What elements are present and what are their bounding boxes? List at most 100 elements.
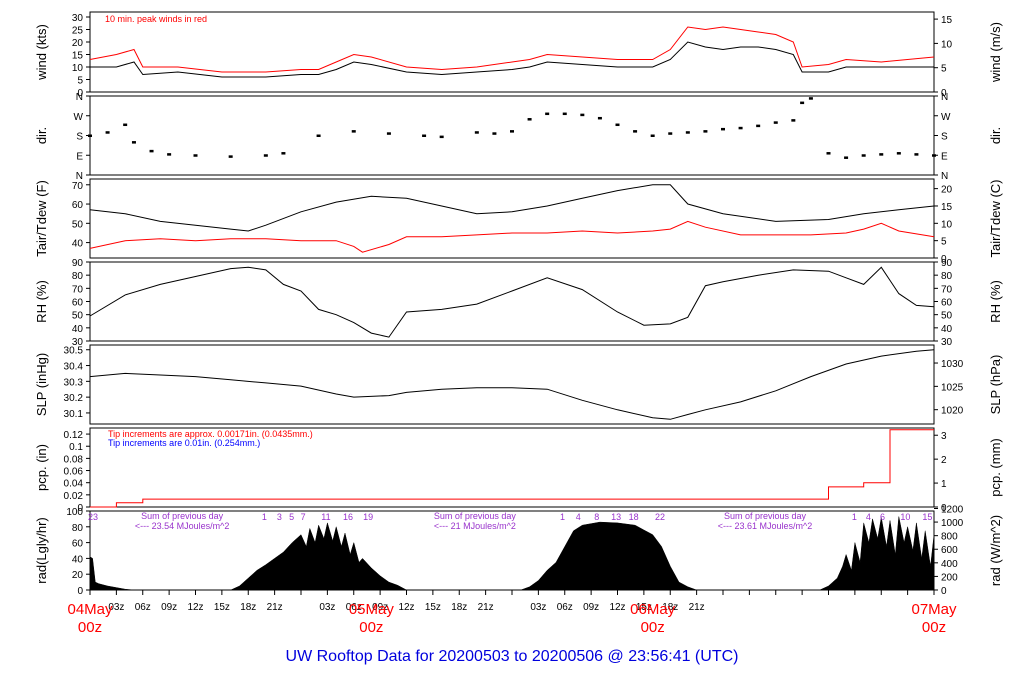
- xtick-label: 03z: [530, 602, 546, 613]
- date-hour-label: 00z: [78, 619, 102, 636]
- direction-point: [510, 130, 514, 133]
- panel-note: Tip increments are approx. 0.00171in. (0…: [108, 429, 313, 439]
- direction-point: [861, 154, 866, 157]
- date-hour-label: 00z: [359, 619, 383, 636]
- ytick-label: 80: [72, 523, 84, 534]
- ytick-label: 30: [72, 13, 84, 24]
- xtick-label: 03z: [319, 602, 335, 613]
- hour-label: 22: [655, 512, 665, 522]
- ytick-label-right: 0: [941, 88, 947, 99]
- hour-label: 3: [277, 512, 282, 522]
- ytick-label: 60: [72, 539, 84, 550]
- direction-point: [545, 112, 550, 116]
- ytick-label: 25: [72, 26, 84, 37]
- ytick-label-right: N: [941, 171, 948, 182]
- ytick-label: 90: [72, 258, 84, 269]
- ytick-label-right: 600: [941, 545, 958, 556]
- direction-point: [474, 131, 479, 134]
- ytick-label: 0.1: [69, 442, 83, 453]
- xtick-label: 09z: [583, 602, 599, 613]
- ytick-label: 0.06: [64, 467, 84, 478]
- slp-series-line: [89, 349, 935, 420]
- direction-point: [386, 132, 391, 135]
- ytick-label: 50: [72, 219, 84, 230]
- ytick-label-right: N: [941, 92, 948, 103]
- hour-label: 7: [301, 512, 306, 522]
- radiation-sum-title: Sum of previous day: [434, 511, 517, 521]
- panel-note: Tip increments are 0.01in. (0.254mm.): [108, 438, 260, 448]
- ytick-label-right: 2: [941, 455, 947, 466]
- ytick-label: N: [76, 171, 83, 182]
- direction-point: [580, 113, 585, 117]
- direction-point: [738, 126, 743, 130]
- y-axis-label-right: SLP (hPa): [988, 355, 1003, 415]
- direction-point: [228, 155, 233, 158]
- date-label: 05May: [349, 601, 395, 618]
- radiation-sum-value: <--- 23.54 MJoules/m^2: [135, 521, 230, 531]
- wind-series-line: [89, 26, 935, 73]
- direction-point: [492, 132, 497, 135]
- direction-point: [527, 118, 532, 121]
- ytick-label-right: W: [941, 112, 951, 123]
- hour-label: 4: [866, 512, 871, 522]
- ytick-label: 0.02: [64, 491, 84, 502]
- date-label: 04May: [67, 601, 113, 618]
- direction-frame: [89, 95, 935, 176]
- hour-label: 1: [852, 512, 857, 522]
- hour-label: 15: [922, 512, 932, 522]
- ytick-label: 40: [72, 324, 84, 335]
- direction-point: [105, 131, 110, 134]
- temperature-frame: [89, 178, 935, 259]
- tair-series-line: [89, 184, 935, 232]
- radiation-sum-value: <--- 21 MJoules/m^2: [434, 521, 516, 531]
- date-hour-label: 00z: [922, 619, 946, 636]
- ytick-label: 50: [72, 311, 84, 322]
- ytick-label-right: 800: [941, 532, 958, 543]
- ytick-label: 70: [72, 181, 84, 192]
- precipitation-frame: [89, 427, 935, 508]
- ytick-label: 40: [72, 239, 84, 250]
- ytick-label-right: 200: [941, 572, 958, 583]
- ytick-label-right: S: [941, 132, 948, 143]
- radiation-panel: 020406080100020040060080010001200rad(Lgl…: [34, 504, 1003, 597]
- ytick-label: 40: [72, 554, 84, 565]
- y-axis-label-right: Tair/Tdew (C): [988, 179, 1003, 257]
- ytick-label: 30.1: [64, 409, 84, 420]
- direction-point: [826, 152, 831, 155]
- y-axis-label-right: RH (%): [988, 280, 1003, 323]
- hour-label: 11: [321, 512, 330, 522]
- y-axis-label-right: rad (W/m^2): [988, 515, 1003, 586]
- y-axis-label: RH (%): [34, 280, 49, 323]
- y-axis-label: rad(Lgly/hr): [34, 517, 49, 583]
- ytick-label: 30.3: [64, 377, 84, 388]
- direction-point: [123, 123, 128, 127]
- direction-point: [633, 130, 638, 133]
- ytick-label: 80: [72, 271, 84, 282]
- ytick-label: 30: [72, 337, 84, 348]
- xtick-label: 12z: [187, 602, 203, 613]
- ytick-label: 15: [72, 51, 84, 62]
- ytick-label: 30.5: [64, 346, 84, 357]
- xtick-label: 09z: [161, 602, 177, 613]
- direction-point: [791, 119, 796, 122]
- direction-point: [615, 123, 620, 127]
- ytick-label-right: 1030: [941, 359, 964, 370]
- ytick-label: 30.2: [64, 393, 84, 404]
- xtick-label: 06z: [557, 602, 573, 613]
- ytick-label-right: 1025: [941, 382, 964, 393]
- direction-point: [562, 112, 567, 116]
- direction-point: [896, 152, 901, 155]
- ytick-label: 0.12: [64, 430, 84, 441]
- xtick-label: 12z: [398, 602, 414, 613]
- xtick-label: 21z: [478, 602, 494, 613]
- ytick-label: 70: [72, 284, 84, 295]
- direction-point: [808, 97, 813, 100]
- ytick-label-right: 5: [941, 237, 947, 248]
- ytick-label: 60: [72, 298, 84, 309]
- wind-series-line: [90, 41, 934, 78]
- ytick-label-right: 80: [941, 271, 953, 282]
- xtick-label: 06z: [346, 602, 362, 613]
- ytick-label: 60: [72, 200, 84, 211]
- hour-label: 8: [594, 512, 599, 522]
